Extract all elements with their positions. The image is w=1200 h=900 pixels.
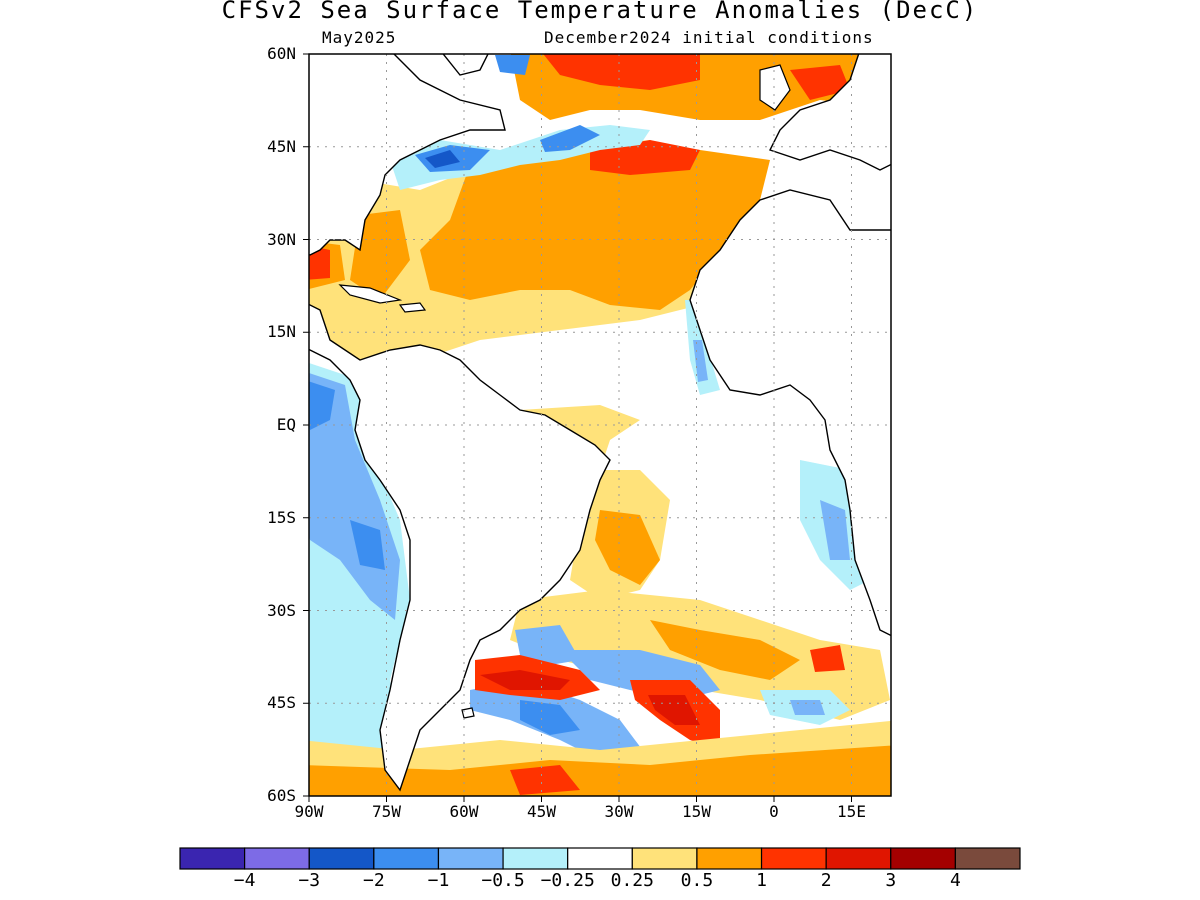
colorbar-label: 3 <box>885 870 897 891</box>
anomaly-region <box>350 520 385 570</box>
lat-label: 60S <box>267 786 296 805</box>
anomaly-region <box>309 745 891 796</box>
lon-label: 45W <box>527 802 556 821</box>
lat-label: 30N <box>267 229 296 249</box>
initial-conditions-label: December2024 initial conditions <box>544 28 874 47</box>
anomaly-region <box>790 65 850 100</box>
lon-label: 90W <box>294 802 324 821</box>
colorbar-swatch <box>631 847 698 870</box>
colorbar-swatch <box>373 847 440 870</box>
colorbar-swatch <box>890 847 956 870</box>
colorbar-swatch <box>179 847 246 870</box>
anomaly-field <box>309 54 891 796</box>
colorbar <box>179 847 1021 870</box>
anomaly-region <box>309 381 335 430</box>
lon-label: 75W <box>372 802 401 821</box>
anomaly-region <box>590 140 700 175</box>
lat-label: 60N <box>267 44 296 63</box>
anomaly-region <box>480 670 570 690</box>
anomaly-region <box>350 210 410 300</box>
colorbar-label: 4 <box>949 870 961 891</box>
lat-label: 30S <box>267 600 296 620</box>
colorbar-label: 1 <box>756 870 767 891</box>
gridlines <box>309 54 891 796</box>
land-cuba <box>338 284 403 304</box>
lat-label: 45N <box>267 136 296 156</box>
axis-ticks <box>303 53 852 802</box>
colorbar-swatch <box>954 847 1021 870</box>
anomaly-region <box>790 700 825 715</box>
colorbar-swatch <box>502 847 569 870</box>
land-europe <box>769 54 891 171</box>
colorbar-swatch <box>437 847 504 870</box>
lat-label: 15N <box>267 322 296 342</box>
colorbar-label: 0.5 <box>680 870 714 891</box>
lon-label: 30W <box>604 802 634 821</box>
colorbar-label: 0.25 <box>610 870 654 891</box>
lon-label: 0 <box>769 802 779 821</box>
colorbar-swatch <box>696 847 763 870</box>
colorbar-swatch <box>825 847 892 870</box>
lat-label: EQ <box>276 415 296 434</box>
anomaly-region <box>520 700 580 735</box>
anomaly-region <box>515 625 580 665</box>
land-central-america <box>309 303 611 792</box>
anomaly-region <box>510 765 580 795</box>
colorbar-swatch <box>244 847 310 870</box>
anomaly-region <box>810 645 845 672</box>
colorbar-label: −1 <box>427 870 450 891</box>
land-uk <box>759 64 791 111</box>
colorbar-label: −4 <box>233 870 256 891</box>
colorbar-swatch <box>760 847 827 870</box>
land-greenland <box>442 54 489 76</box>
anomaly-region <box>425 150 460 168</box>
colorbar-label: −3 <box>298 870 321 891</box>
anomaly-region <box>309 245 330 280</box>
land-north-america <box>309 54 506 256</box>
anomaly-region <box>420 140 770 310</box>
anomaly-region <box>543 54 700 90</box>
anomaly-region <box>540 125 600 152</box>
figure-title: CFSv2 Sea Surface Temperature Anomalies … <box>221 0 979 24</box>
forecast-month: May2025 <box>322 28 397 47</box>
lat-label: 45S <box>267 693 296 713</box>
colorbar-label: −0.25 <box>540 870 595 891</box>
lon-label: 15W <box>682 802 711 821</box>
colorbar-label: 2 <box>820 870 832 891</box>
lon-label: 15E <box>837 802 866 821</box>
land-hispaniola <box>398 302 427 313</box>
lat-label: 15S <box>267 507 296 527</box>
anomaly-region <box>495 55 530 75</box>
land-africa <box>689 189 891 637</box>
anomaly-region <box>650 620 800 680</box>
anomaly-region <box>595 510 660 585</box>
colorbar-label: −2 <box>363 870 385 891</box>
lon-label: 60W <box>449 802 479 821</box>
land-falklands <box>461 707 475 719</box>
colorbar-swatch <box>308 847 375 870</box>
anomaly-region <box>820 500 850 560</box>
colorbar-label: −0.5 <box>481 870 525 891</box>
colorbar-swatch <box>567 847 633 870</box>
anomaly-region <box>648 695 700 725</box>
